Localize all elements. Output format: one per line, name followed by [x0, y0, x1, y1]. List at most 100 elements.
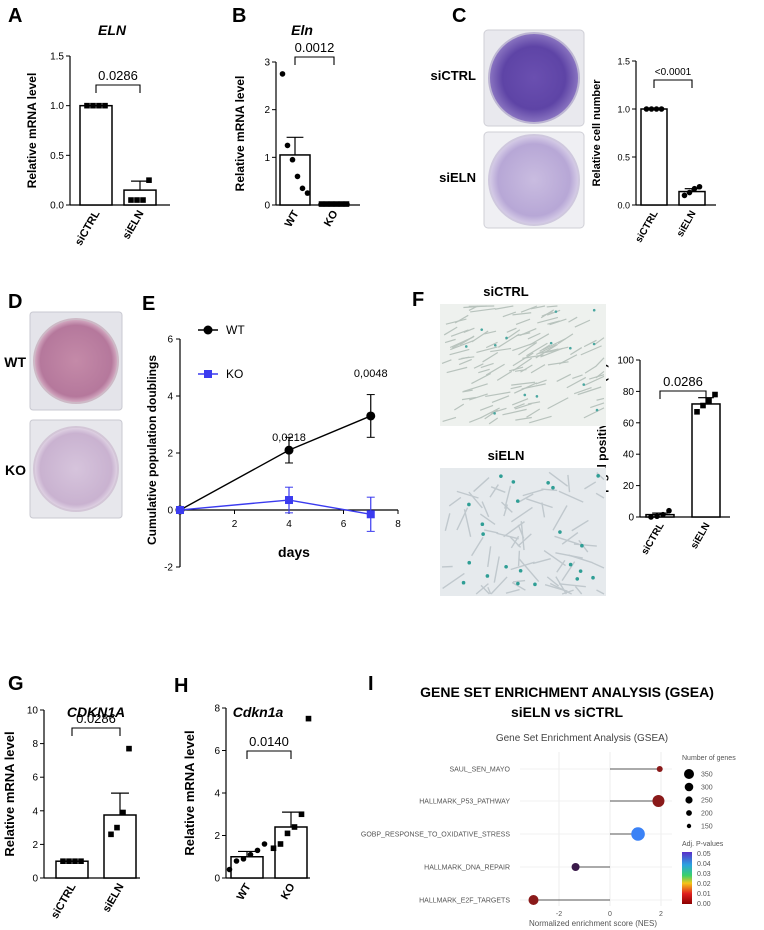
y-axis-label-h: Relative mRNA level — [182, 730, 197, 855]
bar-chart-g: CDKN1A 0 2 4 6 8 10 Relative mRNA level siCTRL si… — [2, 704, 140, 921]
color-legend-label: 0.04 — [697, 861, 711, 868]
bar-sieln — [691, 403, 721, 518]
size-legend-dot — [685, 796, 693, 804]
p-value-label: 0.0286 — [663, 374, 703, 389]
data-point — [96, 102, 102, 109]
gsea-x-tick-label: -2 — [556, 911, 562, 918]
plate-label-ko: KO — [5, 462, 26, 478]
x-axis-label-e: days — [278, 544, 310, 560]
panel-letter-f: F — [412, 289, 424, 311]
data-point — [666, 507, 672, 514]
bar-chart-c: 0.0 0.5 1.0 1.5 Relative cell number siCTRL si… — [591, 57, 716, 245]
y-tick-label-f: 20 — [623, 481, 635, 492]
y-axis-label-e: Cumulative population doublings — [145, 355, 159, 545]
p-value-label: <0.0001 — [655, 67, 692, 78]
y-tick-label-h: 8 — [214, 704, 220, 715]
data-point — [323, 201, 330, 207]
gsea-point — [656, 766, 663, 772]
data-point — [128, 197, 134, 203]
gsea-inner-title: Gene Set Enrichment Analysis (GSEA) — [496, 733, 668, 744]
data-point-wt — [366, 411, 376, 421]
y-axis-label-a: Relative mRNA level — [25, 73, 39, 189]
y-tick-label-b: 0 — [264, 201, 270, 212]
data-point — [146, 177, 152, 183]
plate-label-sieln: siELN — [439, 170, 476, 185]
data-point — [658, 106, 665, 112]
p-value-day4: 0,0218 — [272, 432, 306, 444]
data-point — [108, 831, 114, 838]
legend-label-ko: KO — [226, 367, 243, 381]
line-chart-e: -2 0 2 4 6 2 4 6 8 Cumulative population doubling… — [145, 323, 401, 574]
y-axis-label-g: Relative mRNA level — [2, 731, 17, 856]
data-point — [696, 183, 703, 190]
category-label-sictrl: siCTRL — [634, 209, 661, 245]
data-point — [277, 841, 284, 847]
size-legend-dot — [686, 823, 692, 829]
category-label-sictrl: siCTRL — [73, 208, 103, 248]
bar-chart-a: ELN 0.0 0.5 1.0 1.5 Relative mRNA level siCTRL… — [25, 22, 170, 248]
gsea-title-line1: GENE SET ENRICHMENT ANALYSIS (GSEA) — [420, 684, 714, 700]
data-point — [78, 858, 84, 864]
y-tick-label-c: 0.0 — [617, 201, 630, 211]
x-tick-label-e: 8 — [395, 519, 401, 530]
x-tick-label-e: 6 — [341, 519, 347, 530]
size-legend-label: 150 — [701, 824, 713, 831]
y-tick-label-f: 80 — [623, 387, 635, 398]
bar-wt — [279, 154, 311, 206]
gsea-term-label: GOBP_RESPONSE_TO_OXIDATIVE_STRESS — [361, 832, 510, 839]
panel-letter-e: E — [142, 293, 155, 315]
y-tick-label-g: 0 — [32, 874, 38, 885]
y-tick-label-b: 1 — [264, 153, 270, 164]
data-point — [299, 185, 306, 192]
plate-label-wt: WT — [4, 354, 26, 370]
data-point — [706, 398, 712, 404]
data-point — [72, 858, 78, 864]
data-point — [120, 809, 126, 816]
data-point — [318, 201, 325, 207]
plate-image-sieln-c — [483, 131, 585, 229]
micrograph-label-sieln: siELN — [488, 448, 525, 463]
p-value-label: 0.0286 — [76, 711, 116, 726]
y-tick-label-b: 2 — [264, 105, 270, 116]
gsea-point — [631, 827, 645, 841]
gsea-term-label: HALLMARK_DNA_REPAIR — [424, 865, 510, 872]
x-tick-label-e: 4 — [286, 519, 292, 530]
data-point — [681, 192, 688, 199]
data-point — [279, 71, 286, 77]
size-legend-dot — [686, 810, 692, 816]
y-tick-label-e: 4 — [167, 392, 173, 403]
data-point — [338, 201, 345, 207]
data-point — [298, 811, 305, 818]
data-point — [304, 190, 311, 196]
size-legend-label: 350 — [701, 772, 713, 779]
data-point — [66, 858, 72, 864]
y-tick-label-h: 6 — [214, 746, 220, 757]
data-point — [654, 513, 660, 520]
data-point — [226, 866, 233, 873]
size-legend-label: 250 — [701, 798, 713, 805]
data-point — [233, 858, 240, 864]
gsea-x-tick-label: 0 — [608, 911, 612, 918]
data-point — [648, 106, 655, 112]
category-label-ko: KO — [322, 208, 341, 229]
micrograph-sieln — [440, 468, 606, 596]
data-point — [691, 185, 698, 192]
data-point-ko — [176, 506, 184, 514]
data-point — [284, 142, 291, 149]
data-point-wt — [284, 445, 294, 455]
data-point — [343, 201, 350, 207]
p-value-label: 0.0012 — [295, 40, 335, 55]
data-point — [247, 851, 254, 858]
chart-title-b: Eln — [291, 22, 313, 38]
chart-title-a: ELN — [98, 22, 127, 38]
y-tick-label-a: 1.5 — [50, 52, 64, 63]
x-tick-label-e: 2 — [232, 519, 238, 530]
y-tick-label-f: 100 — [617, 356, 634, 367]
data-point — [700, 402, 706, 409]
bar-ko — [274, 826, 308, 879]
gsea-point — [571, 863, 580, 871]
plate-image-wt-d — [29, 311, 123, 411]
significance-bracket — [659, 390, 707, 399]
gsea-term-label: HALLMARK_P53_PATHWAY — [419, 799, 510, 806]
bar-sieln — [103, 814, 137, 879]
